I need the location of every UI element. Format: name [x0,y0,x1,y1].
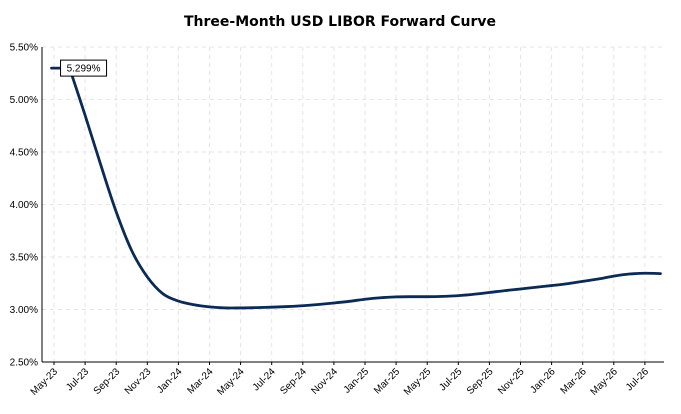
x-tick-label: Jul-25 [437,366,464,393]
x-tick-label: Nov-25 [496,366,527,397]
x-tick-label: Jul-26 [624,366,651,393]
x-tick-label: Jan-24 [155,366,185,396]
x-tick-label: May-26 [589,366,621,398]
series-line [68,66,662,310]
x-tick-label: Jul-24 [251,366,278,393]
x-tick-label: May-23 [29,366,61,398]
x-tick-label: Mar-25 [372,366,402,396]
grid [42,46,664,362]
x-tick-label: Jul-23 [64,366,91,393]
x-tick-label: Sep-25 [465,366,496,397]
x-tick-label: May-24 [215,366,247,398]
x-tick-label: Mar-24 [185,366,215,396]
x-tick-label: Jan-25 [342,366,372,396]
y-tick-label: 3.50% [10,253,38,264]
y-tick-label: 5.00% [10,95,38,106]
y-tick-label: 3.00% [10,305,38,316]
x-tick-label: Nov-23 [123,366,154,397]
x-tick-label: Jan-26 [528,366,558,396]
value-annotation: 5.299% [50,59,108,77]
x-tick-label: Mar-26 [559,366,589,396]
x-tick-label: Sep-24 [278,366,309,397]
series [68,66,662,310]
y-tick-label: 5.50% [10,43,38,54]
x-tick-labels: May-23 Jul-23 Sep-23 Nov-23 Jan-24 Mar-24 May-… [29,362,651,398]
y-tick-label: 4.50% [10,148,38,159]
x-tick-label: May-25 [402,366,434,398]
axes [41,47,664,363]
annotations: 5.299% [50,59,108,77]
y-tick-label: 4.00% [10,200,38,211]
annotation-label: 5.299% [67,64,101,75]
annotation-box [60,59,108,77]
x-tick-label: Sep-23 [92,366,123,397]
chart-title: Three-Month USD LIBOR Forward Curve [184,14,496,30]
y-tick-label: 2.50% [10,358,38,369]
x-tick-label: Nov-24 [309,366,340,397]
y-tick-labels: 2.50% 3.00% 3.50% 4.00% 4.50% 5.00% 5.50% [10,43,38,369]
